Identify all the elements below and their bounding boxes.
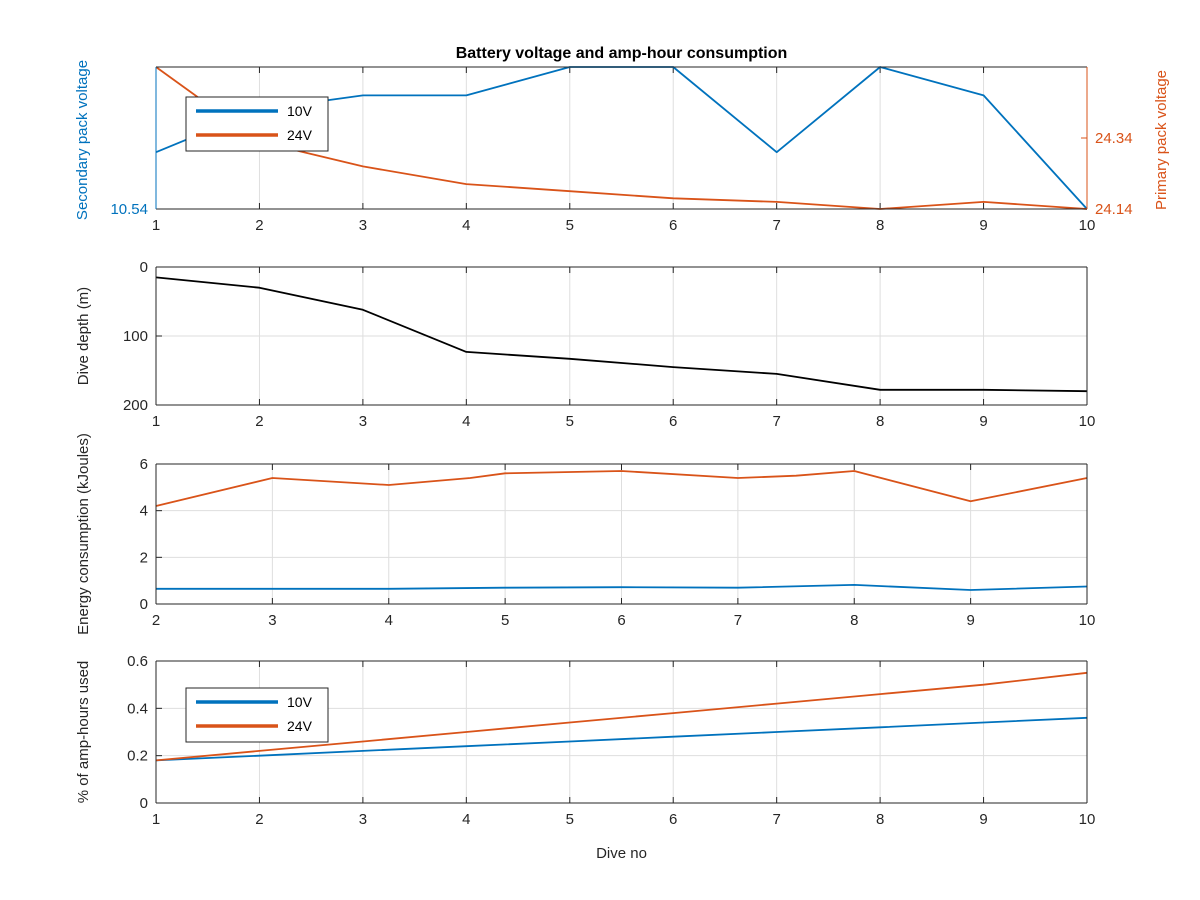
y-tick-label: 6: [140, 456, 148, 473]
x-tick-label: 7: [772, 413, 780, 430]
x-tick-label: 1: [152, 217, 160, 234]
x-tick-label: 9: [979, 811, 987, 828]
x-tick-label: 4: [462, 217, 470, 234]
x-tick-label: 8: [850, 612, 858, 629]
x-tick-label: 9: [966, 612, 974, 629]
x-tick-label: 2: [152, 612, 160, 629]
legend-label: 10V: [287, 103, 313, 119]
x-tick-label: 6: [669, 811, 677, 828]
x-tick-label: 2: [255, 217, 263, 234]
y2-axis-label: Primary pack voltage: [1153, 70, 1170, 210]
x-tick-label: 8: [876, 811, 884, 828]
legend: 10V 24V: [185, 96, 329, 152]
y-tick-label: 0: [140, 259, 148, 276]
series-line-1-0: [155, 276, 1088, 393]
x-tick-label: 6: [617, 612, 625, 629]
x-tick-label: 2: [255, 811, 263, 828]
chart-amphours: 1 2 3 4 5 6 7 8 9 10 0 0.2 0.4 0.6 Dive no % of amp-hou…: [75, 653, 1095, 862]
y2-tick-label: 24.14: [1095, 201, 1133, 218]
series-line-3-1: [155, 671, 1088, 762]
y-tick-label: 0.6: [127, 653, 148, 670]
x-tick-label: 6: [669, 413, 677, 430]
x-tick-label: 5: [566, 413, 574, 430]
x-tick-label: 7: [772, 217, 780, 234]
x-tick-label: 3: [268, 612, 276, 629]
x-tick-label: 6: [669, 217, 677, 234]
y-axis-label: Dive depth (m): [75, 287, 92, 385]
x-axis-label: Dive no: [596, 845, 647, 862]
y-tick-label: 4: [140, 503, 148, 520]
x-tick-label: 10: [1079, 811, 1096, 828]
x-tick-label: 10: [1079, 217, 1096, 234]
x-tick-label: 4: [462, 811, 470, 828]
x-tick-label: 3: [359, 217, 367, 234]
y-tick-label: 0: [140, 596, 148, 613]
y-axis-label: Secondary pack voltage: [74, 60, 91, 220]
x-tick-label: 8: [876, 413, 884, 430]
x-tick-label: 3: [359, 811, 367, 828]
y-tick-label: 2: [140, 549, 148, 566]
y-tick-label: 0.2: [127, 748, 148, 765]
x-tick-label: 9: [979, 413, 987, 430]
x-tick-label: 5: [566, 811, 574, 828]
y-axis-label: % of amp-hours used: [75, 661, 92, 804]
x-tick-label: 4: [462, 413, 470, 430]
x-tick-label: 5: [566, 217, 574, 234]
x-tick-label: 8: [876, 217, 884, 234]
x-tick-label: 7: [772, 811, 780, 828]
y2-tick-label: 24.34: [1095, 130, 1133, 147]
x-tick-label: 10: [1079, 612, 1096, 629]
series-line-2-1: [156, 584, 1088, 591]
y-tick-label: 0.4: [127, 700, 148, 717]
legend-label: 24V: [287, 127, 313, 143]
x-tick-label: 5: [501, 612, 509, 629]
chart-title: Battery voltage and amp-hour consumption: [456, 45, 788, 62]
series-line-3-0: [155, 716, 1088, 762]
series-line-0-1: [155, 66, 1088, 210]
legend-label: 24V: [287, 718, 313, 734]
chart-voltage: 1 2 3 4 5 6 7 8 9 10 10.54 24.14 24.34 Battery voltag…: [74, 45, 1170, 234]
x-tick-label: 2: [255, 413, 263, 430]
y-tick-label: 100: [123, 328, 148, 345]
series-line-2-0: [155, 470, 1088, 507]
x-tick-label: 3: [359, 413, 367, 430]
x-tick-label: 7: [734, 612, 742, 629]
legend-label: 10V: [287, 694, 313, 710]
legend: 10V 24V: [185, 687, 329, 743]
y-tick-label: 0: [140, 795, 148, 812]
y-axis-label: Energy consumption (kJoules): [75, 433, 92, 635]
x-tick-label: 9: [979, 217, 987, 234]
x-tick-label: 4: [385, 612, 393, 629]
y-tick-label: 10.54: [110, 201, 148, 218]
y-tick-label: 200: [123, 397, 148, 414]
legend-box: [185, 687, 329, 743]
x-tick-label: 10: [1079, 413, 1096, 430]
x-tick-label: 1: [152, 413, 160, 430]
x-tick-label: 1: [152, 811, 160, 828]
legend-box: [185, 96, 329, 152]
